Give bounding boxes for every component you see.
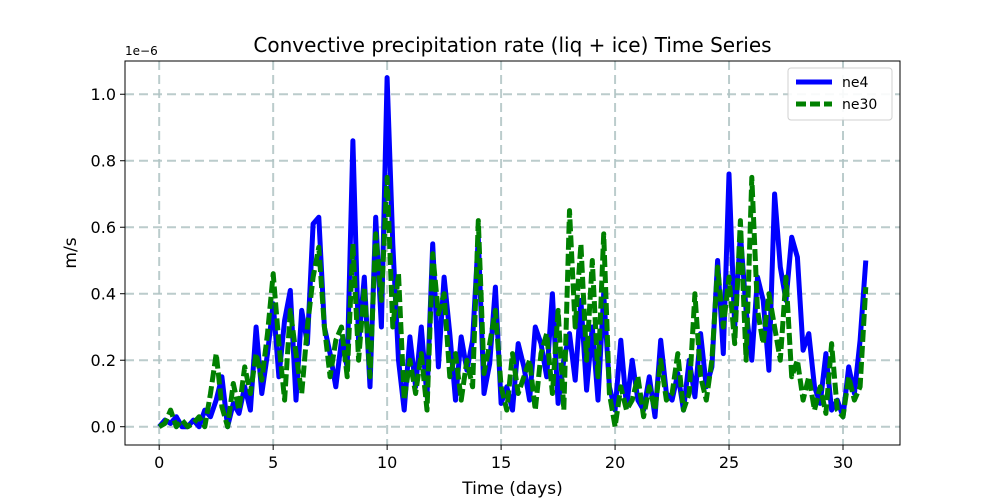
- axis-ticks: 0 5 10 15 20 25 30 0.0 0.2 0.4 0.6 0.8 1.0: [91, 85, 854, 472]
- x-tick-label: 30: [833, 453, 853, 472]
- y-offset-text: 1e−6: [125, 44, 158, 58]
- legend-label-ne4: ne4: [842, 75, 868, 91]
- x-tick-label: 10: [377, 453, 397, 472]
- legend: ne4 ne30: [787, 67, 893, 121]
- y-tick-label: 0.6: [91, 218, 116, 237]
- x-axis-label: Time (days): [461, 479, 562, 499]
- chart-title: Convective precipitation rate (liq + ice…: [253, 33, 771, 57]
- y-tick-label: 1.0: [91, 85, 116, 104]
- y-tick-label: 0.8: [91, 152, 116, 171]
- y-tick-label: 0.0: [91, 418, 116, 437]
- x-tick-label: 5: [268, 453, 278, 472]
- y-axis-label: m/s: [61, 237, 81, 268]
- x-tick-label: 25: [719, 453, 739, 472]
- x-tick-label: 15: [491, 453, 511, 472]
- series-layer: [157, 75, 869, 430]
- plot-frame: [124, 60, 901, 446]
- x-tick-label: 0: [154, 453, 164, 472]
- y-tick-label: 0.2: [91, 351, 116, 370]
- y-tick-label: 0.4: [91, 285, 116, 304]
- x-tick-label: 20: [605, 453, 625, 472]
- legend-label-ne30: ne30: [842, 97, 877, 113]
- series-line-ne30: [157, 174, 869, 430]
